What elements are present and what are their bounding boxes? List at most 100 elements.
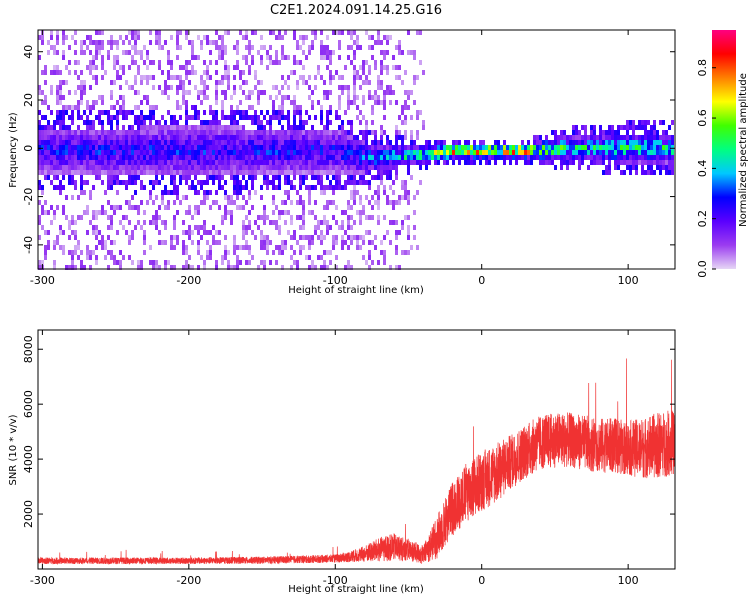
heatmap-cell bbox=[182, 65, 185, 70]
heatmap-cell bbox=[437, 155, 440, 160]
heatmap-cell bbox=[386, 230, 389, 235]
heatmap-cell bbox=[635, 170, 638, 175]
heatmap-cell bbox=[203, 80, 206, 85]
heatmap-cell bbox=[266, 235, 269, 240]
heatmap-cell bbox=[110, 165, 113, 170]
heatmap-cell bbox=[320, 240, 323, 245]
heatmap-cell bbox=[107, 180, 110, 185]
heatmap-cell bbox=[254, 130, 257, 135]
heatmap-cell bbox=[134, 145, 137, 150]
heatmap-cell bbox=[326, 170, 329, 175]
heatmap-cell bbox=[41, 155, 44, 160]
heatmap-cell bbox=[248, 170, 251, 175]
heatmap-cell bbox=[575, 140, 578, 145]
heatmap-cell bbox=[281, 210, 284, 215]
heatmap-cell bbox=[155, 225, 158, 230]
heatmap-cell bbox=[119, 205, 122, 210]
heatmap-cell bbox=[128, 220, 131, 225]
heatmap-cell bbox=[263, 220, 266, 225]
heatmap-cell bbox=[242, 70, 245, 75]
heatmap-cell bbox=[38, 110, 41, 115]
heatmap-cell bbox=[353, 145, 356, 150]
heatmap-cell bbox=[212, 145, 215, 150]
heatmap-cell bbox=[473, 160, 476, 165]
heatmap-cell bbox=[344, 130, 347, 135]
heatmap-cell bbox=[104, 135, 107, 140]
heatmap-cell bbox=[455, 145, 458, 150]
heatmap-cell bbox=[368, 200, 371, 205]
heatmap-cell bbox=[260, 80, 263, 85]
heatmap-cell bbox=[320, 130, 323, 135]
heatmap-cell bbox=[41, 135, 44, 140]
heatmap-cell bbox=[209, 175, 212, 180]
heatmap-cell bbox=[152, 130, 155, 135]
heatmap-cell bbox=[161, 90, 164, 95]
heatmap-cell bbox=[233, 130, 236, 135]
heatmap-cell bbox=[191, 105, 194, 110]
heatmap-cell bbox=[200, 140, 203, 145]
heatmap-cell bbox=[440, 155, 443, 160]
heatmap-cell bbox=[353, 40, 356, 45]
heatmap-cell bbox=[287, 170, 290, 175]
heatmap-cell bbox=[338, 150, 341, 155]
heatmap-cell bbox=[173, 225, 176, 230]
x-tick-label: 0 bbox=[478, 274, 485, 287]
heatmap-cell bbox=[482, 150, 485, 155]
heatmap-cell bbox=[659, 145, 662, 150]
heatmap-cell bbox=[128, 255, 131, 260]
heatmap-cell bbox=[233, 160, 236, 165]
heatmap-cell bbox=[101, 40, 104, 45]
heatmap-cell bbox=[113, 135, 116, 140]
heatmap-cell bbox=[203, 145, 206, 150]
y-tick-label: 40 bbox=[22, 45, 35, 59]
heatmap-cell bbox=[113, 175, 116, 180]
heatmap-cell bbox=[53, 135, 56, 140]
heatmap-cell bbox=[476, 155, 479, 160]
heatmap-cell bbox=[350, 145, 353, 150]
heatmap-cell bbox=[254, 190, 257, 195]
heatmap-cell bbox=[302, 80, 305, 85]
heatmap-cell bbox=[149, 160, 152, 165]
heatmap-cell bbox=[125, 170, 128, 175]
heatmap-cell bbox=[320, 235, 323, 240]
heatmap-cell bbox=[155, 130, 158, 135]
heatmap-cell bbox=[62, 185, 65, 190]
heatmap-cell bbox=[326, 185, 329, 190]
heatmap-cell bbox=[251, 55, 254, 60]
heatmap-cell bbox=[74, 170, 77, 175]
heatmap-cell bbox=[158, 120, 161, 125]
heatmap-cell bbox=[155, 220, 158, 225]
heatmap-cell bbox=[383, 250, 386, 255]
heatmap-cell bbox=[323, 145, 326, 150]
heatmap-cell bbox=[197, 205, 200, 210]
heatmap-cell bbox=[221, 150, 224, 155]
heatmap-cell bbox=[536, 140, 539, 145]
heatmap-cell bbox=[398, 230, 401, 235]
heatmap-cell bbox=[74, 265, 77, 270]
heatmap-cell bbox=[176, 100, 179, 105]
heatmap-cell bbox=[191, 150, 194, 155]
heatmap-cell bbox=[185, 65, 188, 70]
heatmap-cell bbox=[125, 50, 128, 55]
heatmap-cell bbox=[194, 115, 197, 120]
heatmap-cell bbox=[503, 150, 506, 155]
heatmap-cell bbox=[392, 190, 395, 195]
heatmap-cell bbox=[143, 75, 146, 80]
heatmap-cell bbox=[203, 170, 206, 175]
heatmap-cell bbox=[341, 235, 344, 240]
heatmap-cell bbox=[617, 140, 620, 145]
heatmap-cell bbox=[203, 120, 206, 125]
heatmap-cell bbox=[125, 135, 128, 140]
heatmap-cell bbox=[170, 85, 173, 90]
heatmap-cell bbox=[227, 115, 230, 120]
heatmap-cell bbox=[671, 135, 674, 140]
heatmap-cell bbox=[98, 150, 101, 155]
heatmap-cell bbox=[353, 165, 356, 170]
heatmap-cell bbox=[389, 145, 392, 150]
heatmap-cell bbox=[215, 40, 218, 45]
heatmap-cell bbox=[92, 215, 95, 220]
heatmap-cell bbox=[146, 155, 149, 160]
heatmap-cell bbox=[176, 195, 179, 200]
heatmap-cell bbox=[113, 205, 116, 210]
heatmap-cell bbox=[269, 125, 272, 130]
